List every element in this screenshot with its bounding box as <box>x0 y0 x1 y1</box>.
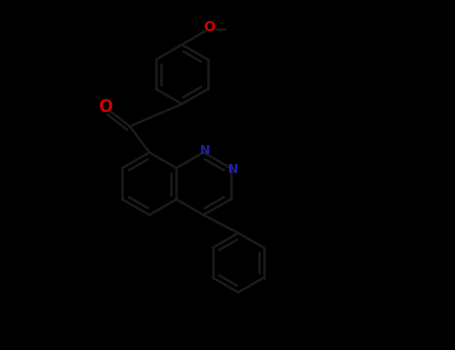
Text: O: O <box>203 20 215 34</box>
Text: N: N <box>200 144 210 157</box>
Text: N: N <box>228 163 238 176</box>
Text: O: O <box>98 98 112 116</box>
